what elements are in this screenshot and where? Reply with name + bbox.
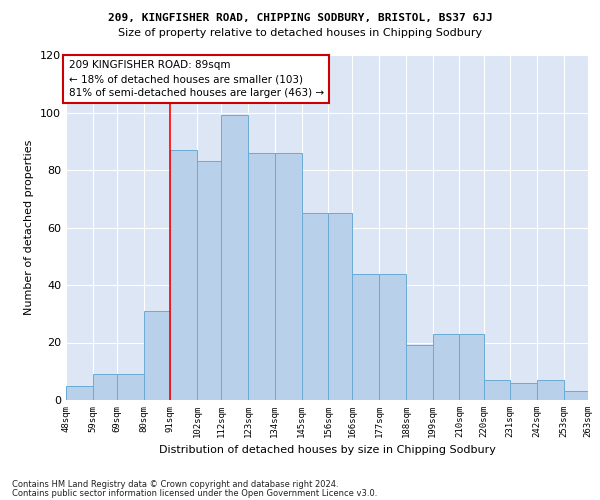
Bar xyxy=(379,274,406,400)
Text: Size of property relative to detached houses in Chipping Sodbury: Size of property relative to detached ho… xyxy=(118,28,482,38)
Bar xyxy=(248,153,275,400)
Bar xyxy=(275,153,302,400)
Text: 209 KINGFISHER ROAD: 89sqm
← 18% of detached houses are smaller (103)
81% of sem: 209 KINGFISHER ROAD: 89sqm ← 18% of deta… xyxy=(68,60,324,98)
Bar xyxy=(537,380,564,400)
Bar xyxy=(66,386,93,400)
X-axis label: Distribution of detached houses by size in Chipping Sodbury: Distribution of detached houses by size … xyxy=(158,446,496,456)
Bar xyxy=(433,334,460,400)
Bar xyxy=(117,374,143,400)
Bar xyxy=(170,150,197,400)
Y-axis label: Number of detached properties: Number of detached properties xyxy=(25,140,34,315)
Bar xyxy=(93,374,117,400)
Text: Contains public sector information licensed under the Open Government Licence v3: Contains public sector information licen… xyxy=(12,488,377,498)
Bar xyxy=(564,392,588,400)
Bar xyxy=(197,162,221,400)
Bar xyxy=(484,380,511,400)
Bar xyxy=(406,346,433,400)
Bar xyxy=(221,116,248,400)
Bar xyxy=(352,274,379,400)
Text: Contains HM Land Registry data © Crown copyright and database right 2024.: Contains HM Land Registry data © Crown c… xyxy=(12,480,338,489)
Bar xyxy=(460,334,484,400)
Bar xyxy=(302,213,328,400)
Bar xyxy=(143,311,170,400)
Text: 209, KINGFISHER ROAD, CHIPPING SODBURY, BRISTOL, BS37 6JJ: 209, KINGFISHER ROAD, CHIPPING SODBURY, … xyxy=(107,12,493,22)
Bar xyxy=(511,383,537,400)
Bar xyxy=(328,213,352,400)
